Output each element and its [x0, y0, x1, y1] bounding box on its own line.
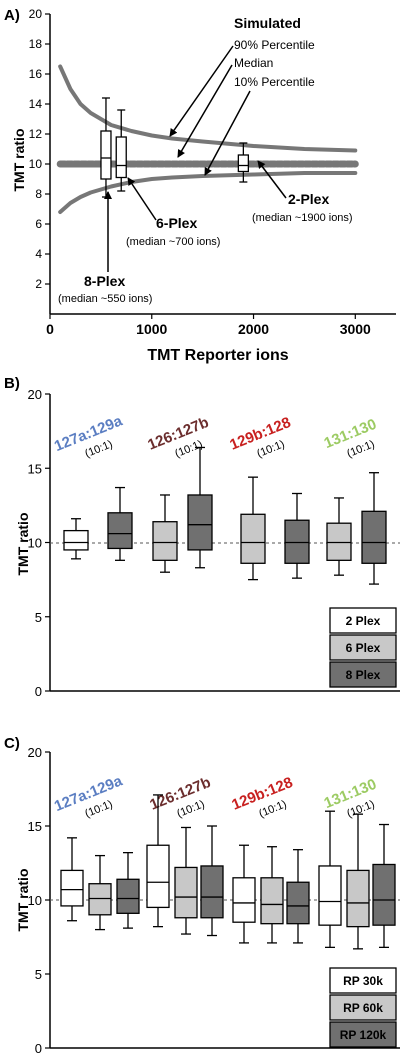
- y-tick-label: 5: [35, 610, 42, 625]
- box: [60, 869, 84, 907]
- y-tick-label: 0: [35, 684, 42, 699]
- box: [146, 844, 170, 909]
- panel-b-label: B): [4, 375, 20, 392]
- box: [372, 863, 396, 926]
- legend-swatch: [329, 994, 397, 1021]
- panel-a-annotations: Simulated 90% Percentile Median 10% Perc…: [58, 15, 353, 305]
- plex6-sub-label: (median ~700 ions): [126, 236, 220, 248]
- box: [200, 865, 224, 919]
- y-tick-label: 10: [29, 157, 43, 171]
- y-tick-label: 8: [35, 187, 42, 201]
- legend-swatch: [329, 607, 397, 634]
- y-tick-label: 18: [29, 37, 43, 51]
- box: [286, 881, 310, 925]
- panel-a-y-ticks: 2 4 6 8 10 12 14 16 18 20: [29, 7, 50, 291]
- box: [361, 510, 387, 564]
- box: [187, 494, 213, 551]
- legend-swatch: [329, 661, 397, 688]
- plex8-sub-label: (median ~550 ions): [58, 293, 152, 305]
- panel-b-y-axis-label: TMT ratio: [15, 513, 31, 576]
- plex2-label: 2-Plex: [288, 191, 329, 207]
- box: [174, 866, 198, 919]
- plex6-arrow: [127, 177, 157, 221]
- panel-a-x-axis-label: TMT Reporter ions: [147, 347, 288, 364]
- legend-swatch: [329, 1021, 397, 1048]
- box: [237, 154, 250, 173]
- box: [100, 130, 112, 180]
- panel-b: B) TMT ratio 0 5 10 15 20 127a:129a(10:1) 126…: [4, 375, 400, 699]
- panel-b-category-labels: 127a:129a(10:1) 126:127b(10:1) 129b:128(10…: [52, 412, 379, 460]
- box: [107, 512, 133, 550]
- panel-b-boxes: [63, 446, 387, 585]
- y-tick-label: 14: [29, 97, 43, 111]
- panel-c-boxes: [60, 794, 396, 950]
- plex2-arrow: [257, 160, 287, 199]
- panel-c-label: C): [4, 735, 20, 752]
- legend-swatch: [329, 634, 397, 661]
- box: [63, 529, 89, 551]
- panel-c-y-ticks: 0 5 10 15 20: [28, 745, 50, 1056]
- box: [152, 521, 178, 561]
- series-line: [58, 64, 358, 153]
- panel-a-x-ticks: 0 1000 2000 3000: [46, 314, 371, 337]
- p90-arrow: [169, 45, 234, 137]
- median-label: Median: [234, 56, 273, 70]
- box: [240, 513, 266, 564]
- box: [326, 522, 352, 561]
- p10-label: 10% Percentile: [234, 75, 315, 89]
- y-tick-label: 15: [28, 461, 42, 476]
- y-tick-label: 20: [28, 387, 42, 402]
- y-tick-label: 20: [28, 745, 42, 760]
- x-tick-label: 2000: [238, 321, 269, 337]
- legend-label: 6 Plex: [346, 641, 381, 655]
- panel-b-y-ticks: 0 5 10 15 20: [28, 387, 50, 699]
- y-tick-label: 10: [28, 893, 42, 908]
- box: [116, 878, 140, 914]
- panel-a-label: A): [4, 7, 20, 24]
- y-tick-label: 5: [35, 967, 42, 982]
- box: [346, 869, 370, 928]
- y-tick-label: 12: [29, 127, 43, 141]
- box: [318, 865, 342, 926]
- y-tick-label: 15: [28, 819, 42, 834]
- box: [232, 877, 256, 923]
- x-tick-label: 0: [46, 321, 54, 337]
- legend-label: RP 60k: [343, 1001, 383, 1015]
- plex2-sub-label: (median ~1900 ions): [252, 212, 353, 224]
- box: [115, 136, 127, 179]
- y-tick-label: 6: [35, 217, 42, 231]
- legend-swatch: [329, 967, 397, 994]
- plex6-label: 6-Plex: [156, 215, 197, 231]
- y-tick-label: 10: [28, 536, 42, 551]
- legend-label: RP 120k: [340, 1028, 387, 1042]
- legend-label: RP 30k: [343, 974, 383, 988]
- box: [88, 883, 112, 916]
- legend-label: 8 Plex: [346, 668, 381, 682]
- x-tick-label: 3000: [340, 321, 371, 337]
- box: [284, 519, 310, 564]
- y-tick-label: 16: [29, 67, 43, 81]
- y-tick-label: 20: [29, 7, 43, 21]
- panel-a: A) TMT ratio TMT Reporter ions 2 4 6 8 10 12 1…: [4, 7, 396, 364]
- simulated-heading: Simulated: [234, 15, 301, 31]
- y-tick-label: 4: [35, 247, 42, 261]
- p10-arrow: [204, 90, 251, 176]
- y-tick-label: 2: [35, 277, 42, 291]
- panel-a-y-axis-label: TMT ratio: [11, 129, 27, 192]
- median-arrow: [177, 64, 233, 158]
- x-tick-label: 1000: [136, 321, 167, 337]
- panel-b-legend: 2 Plex 6 Plex 8 Plex: [329, 607, 397, 688]
- box: [260, 877, 284, 925]
- legend-label: 2 Plex: [346, 614, 381, 628]
- panel-c-y-axis-label: TMT ratio: [15, 869, 31, 932]
- panel-c-legend: RP 30k RP 60k RP 120k: [329, 967, 397, 1048]
- plex8-label: 8-Plex: [84, 273, 125, 289]
- y-tick-label: 0: [35, 1041, 42, 1056]
- p90-label: 90% Percentile: [234, 38, 315, 52]
